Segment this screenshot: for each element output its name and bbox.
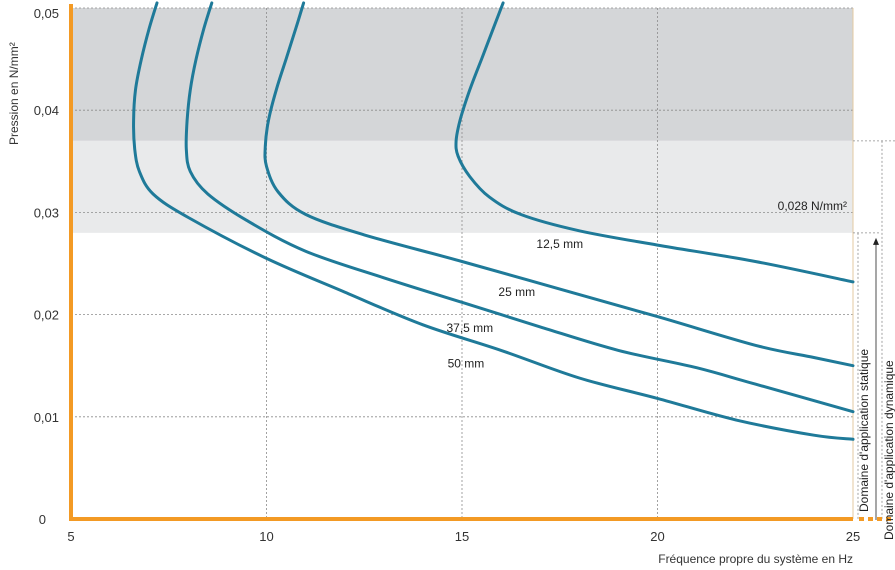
curve-label: 12,5 mm	[536, 237, 583, 251]
x-axis-title: Fréquence propre du système en Hz	[658, 552, 853, 566]
y-axis-title: Pression en N/mm²	[7, 42, 21, 145]
curve-label: 50 mm	[448, 357, 485, 371]
y-tick-label: 0,03	[34, 205, 59, 220]
label-layer: 12,5 mm 25 mm 37,5 mm 50 mm	[446, 237, 583, 371]
curve-12-5-mm	[454, 1, 855, 284]
curve-25-mm	[263, 1, 855, 368]
x-tick-label: 10	[259, 529, 273, 544]
static-range-label: Domaine d'application statique	[857, 349, 871, 512]
grid-layer	[71, 7, 895, 520]
axis-layer: 5 10 15 20 25 0 0,01 0,02 0,03 0,04 0,05	[34, 4, 895, 544]
x-tick-label: 15	[455, 529, 469, 544]
curve-50-mm	[132, 1, 855, 441]
curve-label: 37,5 mm	[446, 321, 493, 335]
curve-37-5-mm	[184, 1, 855, 414]
x-tick-label: 20	[650, 529, 664, 544]
static-limit-label: 0,028 N/mm²	[778, 199, 847, 213]
y-tick-label: 0,04	[34, 103, 59, 118]
static-range-arrowhead	[873, 237, 879, 245]
dynamic-range-label: Domaine d'application dynamique	[882, 360, 895, 540]
y-tick-label: 0,05	[34, 6, 59, 21]
x-tick-label: 25	[846, 529, 860, 544]
y-tick-label: 0	[39, 512, 46, 527]
curve-label: 25 mm	[498, 285, 535, 299]
curve-layer	[132, 1, 855, 441]
y-tick-label: 0,01	[34, 410, 59, 425]
y-tick-label: 0,02	[34, 308, 59, 323]
x-tick-label: 5	[67, 529, 74, 544]
